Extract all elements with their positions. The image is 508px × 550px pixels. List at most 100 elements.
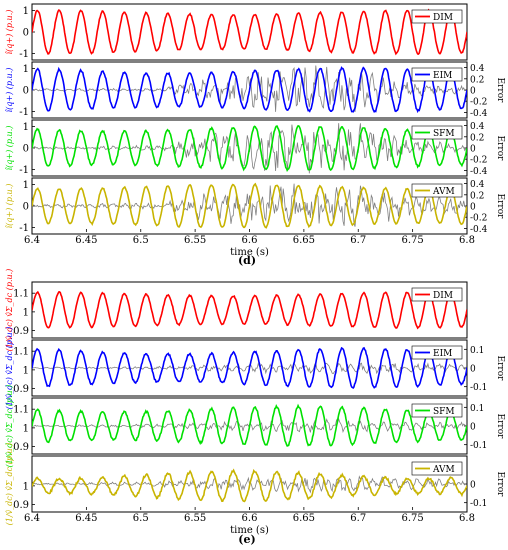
right-tick-label: 0.2 [470,75,484,85]
y-tick-label: 1 [23,64,29,75]
right-axis-label: Error [495,194,505,220]
x-tick-label: 6.6 [242,513,258,524]
right-tick-label: 0.2 [470,133,484,143]
right-tick-label: -0.4 [470,167,488,177]
y-tick-label: 1 [23,6,29,17]
y-tick-label: -1 [19,107,29,118]
y-axis-label: (1/v̂_dc) v̂Σ_dc (p.u.) [5,327,14,410]
right-axis-label: Error [495,136,505,162]
right-axis-label: Error [495,472,505,498]
y-tick-label: 1 [23,180,29,191]
legend-box [411,67,463,82]
right-tick-label: 0.4 [470,122,485,132]
right-tick-label: 0 [470,481,476,491]
plot-area [32,8,467,56]
right-tick-label: -0.2 [470,214,487,224]
x-tick-label: 6.75 [401,235,423,246]
right-tick-label: 0 [470,203,476,213]
right-tick-label: -0.2 [470,156,487,166]
panel-avm: 1 0.9 0 -0.1 (1/v̂_dc) v̂Σ_dc (p.u.) Error AVM [5,443,505,526]
legend-label: DIM [433,291,453,301]
x-tick-label: 6.5 [133,235,149,246]
y-axis-label: (1/v̂_dc) v̂Σ_dc (p.u.) [5,443,14,526]
figure-e: 1.110.9(1/v̂_dc) v̂Σ_dc (p.u.) DIM1.110.9… [5,269,505,536]
y-tick-label: 0 [23,86,29,97]
x-tick-label: 6.4 [24,235,40,246]
panel-sfm: 1.1 1 0.9 0.1 0 -0.1 (1/v̂_dc) v̂Σ_dc (p.u.) Er… [5,385,505,468]
right-axis-label: Error [495,78,505,104]
x-tick-label: 6.55 [184,235,206,246]
right-tick-label: 0 [470,365,476,375]
plot-area [32,403,467,447]
y-axis-label: î(q+) (p.u.) [5,10,14,55]
y-tick-label: -1 [19,223,29,234]
y-axis-label: (1/v̂_dc) v̂Σ_dc (p.u.) [5,385,14,468]
right-tick-label: 0 [470,87,476,97]
plot-area [32,182,467,229]
legend-label: EIM [433,71,452,81]
x-tick-label: 6.8 [459,235,475,246]
right-tick-label: 0.4 [470,180,485,190]
y-tick-label: 0.9 [13,326,29,337]
x-tick-label: 6.4 [24,513,40,524]
right-tick-label: -0.4 [470,225,488,235]
legend-box [411,403,463,418]
panel-dim: 1 0 -1 î(q+) (p.u.) DIM [5,3,468,61]
right-tick-label: 0 [470,145,476,155]
panel-eim: 1.1 1 0.9 0.1 0 -0.1 (1/v̂_dc) v̂Σ_dc (p.u.) Er… [5,327,505,410]
x-tick-label: 6.8 [459,513,475,524]
right-tick-label: 0.4 [470,64,485,74]
series-line-sfm [32,125,467,173]
legend-box [411,183,463,198]
y-tick-label: 1 [23,423,29,434]
y-tick-label: 1.1 [13,405,29,416]
y-tick-label: 1 [23,481,29,492]
y-tick-label: 1 [23,122,29,133]
right-tick-label: 0.1 [470,404,484,414]
series-line-eim [32,66,467,114]
y-axis-label: (1/v̂_dc) v̂Σ_dc (p.u.) [5,269,14,352]
series-line-eim [32,346,467,389]
right-tick-label: 0 [470,423,476,433]
x-tick-label: 6.7 [350,513,366,524]
y-tick-label: 1.1 [13,289,29,300]
y-axis-label: î(q+) (p.u.) [5,126,14,171]
y-tick-label: 0.9 [13,384,29,395]
y-tick-label: 0 [23,202,29,213]
right-tick-label: -0.4 [470,109,488,119]
x-tick-label: 6.5 [133,513,149,524]
right-tick-label: -0.1 [470,383,487,393]
series-line-dim [32,290,467,330]
series-line-sfm [32,403,467,447]
right-axis-label: Error [495,414,505,440]
x-tick-label: 6.45 [75,235,97,246]
y-tick-label: -1 [19,165,29,176]
y-tick-label: 1 [23,365,29,376]
error-line [32,183,467,227]
plot-area [32,123,467,174]
y-tick-label: 1 [23,307,29,318]
y-tick-label: 0 [23,144,29,155]
y-axis-label: î(q+) (p.u.) [5,184,14,229]
y-tick-label: 1.1 [13,347,29,358]
figure-label-d: (d) [238,254,256,267]
right-tick-label: -0.1 [470,441,487,451]
legend-label: SFM [433,129,455,139]
legend-label: SFM [433,407,455,417]
y-tick-label: 0.9 [13,500,29,511]
legend-box [411,125,463,140]
legend-box [411,461,463,476]
x-tick-label: 6.6 [242,235,258,246]
x-tick-label: 6.75 [401,513,423,524]
y-axis-label: î(q+) (p.u.) [5,68,14,113]
series-line-dim [32,8,467,56]
legend-label: AVM [432,465,455,475]
plot-area [32,346,467,389]
panel-dim: 1.1 1 0.9(1/v̂_dc) v̂Σ_dc (p.u.) DIM [5,269,468,352]
y-tick-label: -1 [19,49,29,60]
plot-area [32,290,467,330]
right-tick-label: 0.1 [470,346,484,356]
